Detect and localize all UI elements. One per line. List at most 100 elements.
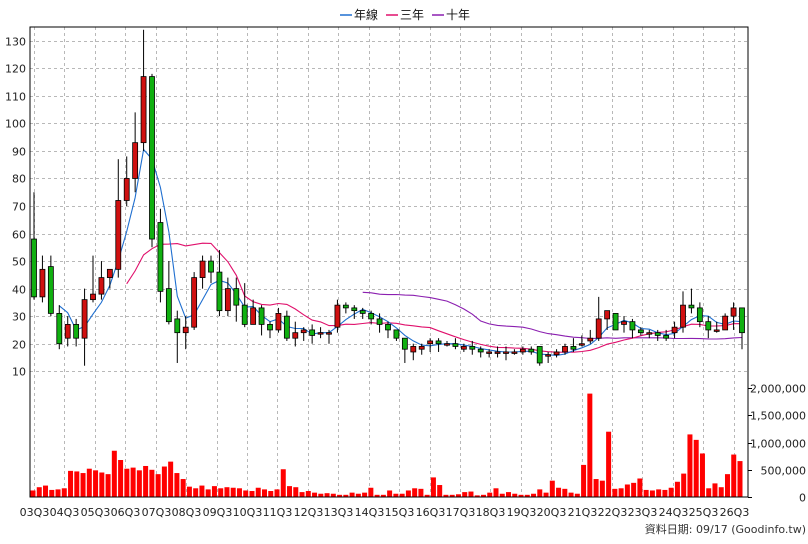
candle-up <box>604 310 611 320</box>
candle-up <box>317 332 324 335</box>
volume-bar <box>699 453 705 497</box>
volume-bar <box>599 480 605 497</box>
legend-label-2: 十年 <box>446 8 470 22</box>
price-tick-label: 40 <box>12 284 26 297</box>
volume-bar <box>649 490 655 497</box>
candle-down <box>73 324 80 339</box>
footer-text: 資料日期: 09/17 (Goodinfo.tw) <box>645 522 806 536</box>
candle-up <box>106 268 113 279</box>
candle-up <box>410 346 417 353</box>
x-tick-label: 18Q3 <box>476 506 506 519</box>
candle-up <box>587 337 594 342</box>
x-tick-label: 20Q3 <box>537 506 567 519</box>
volume-bar <box>86 468 92 497</box>
volume-bar <box>455 494 461 497</box>
volume-bar <box>543 492 549 497</box>
volume-bar <box>487 492 493 497</box>
volume-bar <box>199 485 205 497</box>
candle-down <box>165 288 172 323</box>
volume-bar <box>362 492 368 497</box>
volume-bar <box>499 493 505 497</box>
x-tick-label: 25Q3 <box>689 506 719 519</box>
candle-up <box>713 329 720 332</box>
x-tick-label: 03Q3 <box>20 506 50 519</box>
candle-up <box>680 304 686 328</box>
volume-bar <box>681 473 687 497</box>
candle-down <box>258 307 265 325</box>
price-tick-label: 100 <box>5 118 26 131</box>
volume-bar <box>374 494 380 497</box>
volume-bar <box>574 493 580 497</box>
volume-bar <box>36 487 42 497</box>
candle-down <box>663 335 670 339</box>
candle-up <box>553 351 560 356</box>
candle-up <box>300 329 307 334</box>
volume-bar <box>211 486 217 497</box>
volume-bar <box>631 482 637 497</box>
candle-down <box>536 346 543 364</box>
candle-down <box>309 329 316 336</box>
volume-bar <box>368 487 374 497</box>
volume-bar <box>205 489 211 497</box>
volume-tick-label: 1,000,000 <box>750 438 806 451</box>
volume-bar <box>149 469 155 497</box>
volume-bar <box>693 439 699 497</box>
volume-bar <box>387 490 393 497</box>
volume-bar <box>437 485 443 497</box>
x-tick-label: 22Q3 <box>598 506 628 519</box>
price-tick-label: 110 <box>5 91 26 104</box>
candle-up <box>511 351 518 354</box>
candle-down <box>393 329 400 339</box>
candle-up <box>545 354 552 357</box>
volume-bar <box>80 473 86 497</box>
volume-bar <box>105 474 111 497</box>
volume-bar <box>624 484 630 497</box>
x-tick-label: 19Q3 <box>507 506 537 519</box>
volume-bar <box>130 467 136 497</box>
volume-bar <box>512 493 518 497</box>
legend-label-1: 三年 <box>400 8 424 22</box>
ten-year-line <box>362 291 743 340</box>
volume-bar <box>255 487 261 497</box>
candle-down <box>570 346 577 350</box>
volume-bar <box>668 487 674 497</box>
candle-up <box>578 343 585 346</box>
candle-up <box>98 277 105 295</box>
volume-bar <box>718 487 724 497</box>
candle-down <box>233 288 240 306</box>
candle-up <box>671 326 678 334</box>
moving-average-lines <box>58 148 743 356</box>
candle-down <box>56 312 63 345</box>
x-tick-label: 17Q3 <box>446 506 476 519</box>
volume-bar <box>305 491 311 497</box>
volume-bar <box>706 488 712 497</box>
candle-up <box>275 312 282 331</box>
three-year-line <box>126 242 742 353</box>
volume-bar <box>180 479 186 497</box>
candle-up <box>292 332 299 339</box>
price-tick-label: 120 <box>5 63 26 76</box>
x-tick-label: 26Q3 <box>720 506 750 519</box>
candle-up <box>123 178 130 201</box>
candle-down <box>283 315 290 339</box>
volume-bar <box>506 492 512 497</box>
volume-bar <box>687 434 693 497</box>
price-tick-label: 90 <box>12 146 26 159</box>
volume-bar <box>330 493 336 497</box>
plot-frame <box>29 26 749 498</box>
volume-bar <box>712 483 718 497</box>
candle-down <box>241 304 248 325</box>
volume-bar <box>355 493 361 497</box>
candle-down <box>368 312 375 320</box>
candle-down <box>739 307 745 334</box>
volume-bar <box>143 465 149 497</box>
candle-up <box>494 351 501 354</box>
volume-bar <box>568 492 574 497</box>
volume-bar <box>61 488 67 497</box>
volume-bar <box>293 487 299 497</box>
candle-up <box>115 200 122 270</box>
volume-bar <box>93 470 99 497</box>
x-tick-label: 04Q3 <box>50 506 80 519</box>
candle-up <box>326 332 332 335</box>
